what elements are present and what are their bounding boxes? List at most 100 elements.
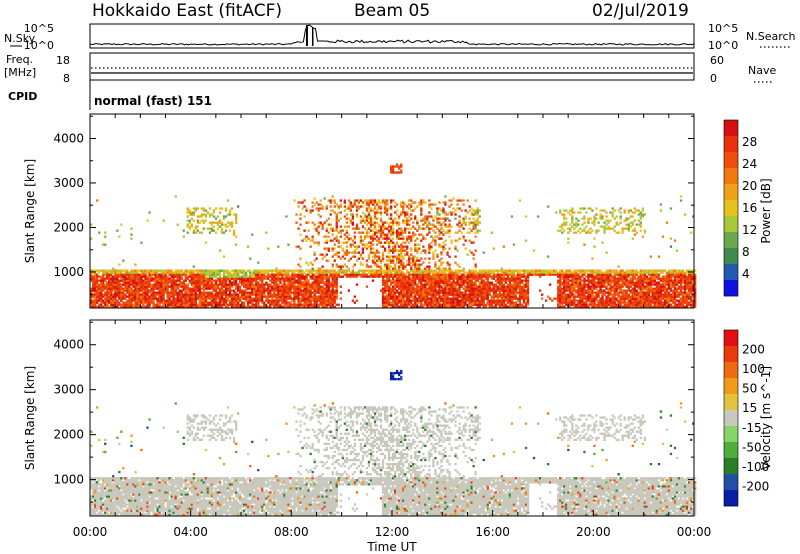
power-cell: [367, 227, 371, 230]
power-cell: [337, 219, 340, 222]
power-cell: [263, 269, 266, 272]
power-cell: [430, 247, 433, 250]
power-cell: [454, 299, 457, 302]
power-cell: [458, 295, 461, 298]
power-cell: [335, 223, 338, 226]
power-cell: [192, 211, 195, 214]
power-cell: [202, 301, 205, 304]
power-cell: [464, 275, 467, 278]
power-cell: [438, 243, 441, 246]
power-cell: [299, 269, 302, 272]
power-cell: [309, 283, 312, 286]
power-cell: [396, 303, 399, 306]
power-cell: [482, 285, 485, 288]
power-cell: [218, 293, 222, 296]
power-cell: [347, 269, 350, 272]
power-cell: [249, 295, 252, 298]
power-cell: [307, 269, 310, 272]
power-cell: [410, 293, 413, 296]
power-cell: [446, 281, 449, 284]
power-cell: [398, 171, 401, 174]
power-cell: [198, 269, 201, 272]
power-cell: [408, 303, 411, 306]
power-cell: [224, 277, 228, 280]
power-cell: [232, 271, 236, 274]
power-cell: [243, 293, 246, 296]
noise-left-tick-top: 10^5: [24, 22, 54, 35]
power-cell: [438, 291, 441, 294]
power-cell: [162, 271, 165, 274]
power-cell: [194, 303, 197, 306]
power-cell: [406, 277, 409, 280]
power-cell: [170, 285, 173, 288]
power-cell: [567, 301, 570, 304]
power-cell: [228, 273, 232, 276]
power-cell: [192, 269, 195, 272]
power-cell: [424, 271, 427, 274]
power-cell: [178, 293, 181, 296]
power-cell: [436, 227, 439, 230]
power-cell: [305, 305, 308, 308]
power-cell: [347, 205, 350, 208]
power-cell: [311, 239, 314, 242]
power-cell: [349, 275, 352, 278]
power-cell: [136, 301, 139, 304]
power-cell: [420, 293, 423, 296]
power-cell: [498, 295, 501, 298]
power-cell: [321, 257, 324, 260]
power-cell: [470, 269, 473, 272]
power-cell: [565, 301, 568, 304]
power-cell: [210, 301, 214, 304]
power-cell: [230, 275, 234, 278]
power-cell: [412, 273, 415, 276]
power-cell: [212, 287, 216, 290]
power-cell: [241, 303, 244, 306]
power-cell: [474, 211, 477, 214]
power-cell: [557, 291, 560, 294]
power-cell: [134, 303, 137, 306]
power-cell: [267, 289, 270, 292]
power-cell: [388, 237, 391, 240]
power-cell: [102, 275, 105, 278]
power-cell: [325, 297, 328, 300]
power-cell: [267, 273, 270, 276]
power-cell: [273, 303, 276, 306]
power-cell: [341, 255, 344, 258]
power-cell: [486, 277, 489, 280]
power-cell: [549, 297, 552, 300]
power-cell: [464, 287, 467, 290]
power-cell: [112, 275, 115, 278]
power-cell: [522, 283, 526, 286]
power-cell: [392, 269, 395, 272]
power-cell: [182, 303, 185, 306]
power-cell: [104, 269, 107, 272]
power-cell: [559, 271, 562, 274]
power-cell: [321, 205, 324, 208]
power-cell: [108, 273, 111, 276]
power-cell: [265, 275, 268, 278]
power-cell: [309, 277, 312, 280]
power-cell: [230, 289, 234, 292]
power-cell: [251, 283, 254, 286]
power-cell: [325, 229, 328, 232]
power-cell: [510, 295, 514, 298]
power-cell: [398, 165, 401, 168]
power-cell: [462, 203, 465, 206]
power-cell: [392, 285, 395, 288]
power-cell: [287, 273, 290, 276]
power-cell: [301, 303, 304, 306]
power-cell: [422, 295, 425, 298]
power-cell: [454, 287, 457, 290]
power-cell: [277, 277, 280, 280]
power-cell: [383, 235, 387, 238]
power-cell: [92, 271, 95, 274]
power-cell: [216, 283, 220, 286]
power-cell: [232, 273, 236, 276]
power-cell: [235, 217, 238, 220]
power-cell: [118, 293, 121, 296]
power-cell: [188, 293, 191, 296]
power-cell: [319, 271, 322, 274]
power-cell: [490, 303, 493, 306]
power-cell: [235, 297, 238, 300]
power-cell: [480, 303, 483, 306]
